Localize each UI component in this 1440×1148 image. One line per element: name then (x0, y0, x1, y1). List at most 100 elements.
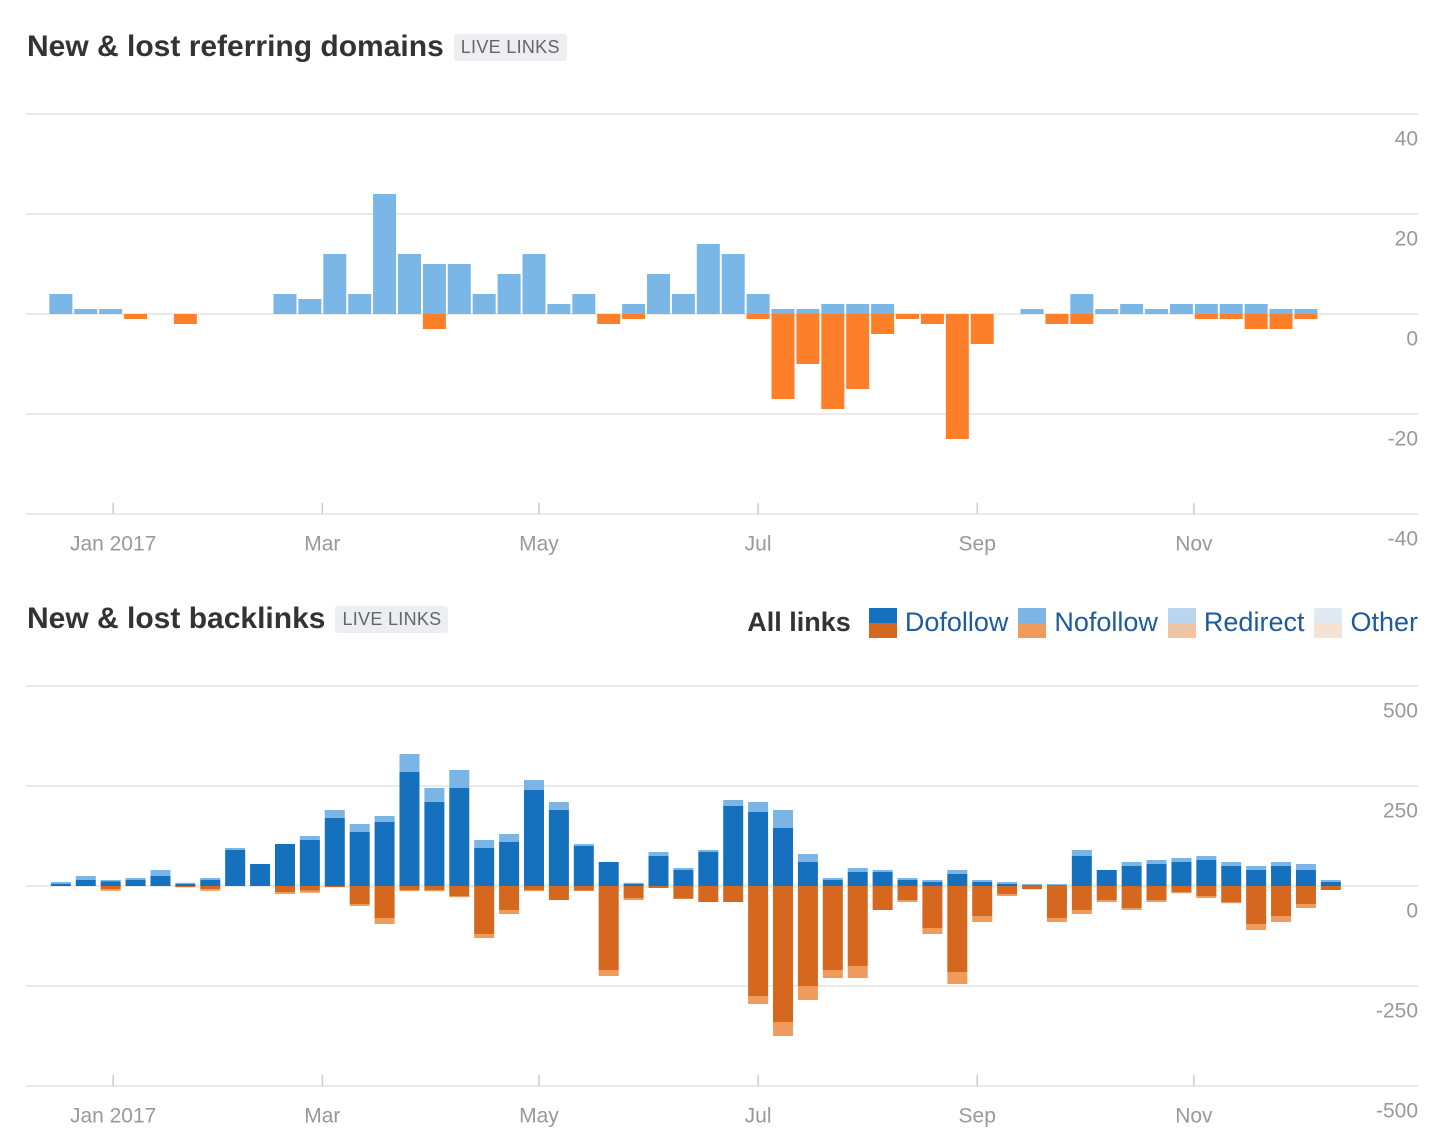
bar (797, 886, 818, 986)
bar (523, 886, 544, 890)
legend-item[interactable]: Nofollow (1018, 607, 1158, 638)
bar (324, 886, 345, 888)
legend-label[interactable]: Nofollow (1054, 607, 1158, 637)
bar (1246, 870, 1267, 886)
legend-item[interactable]: Redirect (1167, 607, 1305, 638)
bar (449, 788, 470, 886)
bar (698, 850, 719, 852)
bar (299, 836, 320, 840)
bar (474, 848, 495, 886)
y-tick-label: 0 (1406, 900, 1418, 923)
bar (274, 844, 295, 886)
bar (1246, 886, 1267, 924)
bar (947, 874, 968, 886)
bar (1271, 886, 1292, 916)
bar (225, 850, 246, 886)
bar (125, 878, 146, 880)
bar (449, 770, 470, 788)
chart-title: New & lost backlinks (27, 602, 326, 635)
bar (175, 884, 196, 886)
bar (673, 870, 694, 886)
bar (721, 254, 745, 314)
bar (373, 194, 397, 314)
bar (173, 314, 197, 324)
bar (99, 309, 123, 314)
legend: All links Dofollow Nofollow Redirect Other (747, 607, 1418, 638)
bar (124, 314, 148, 319)
bar (748, 886, 769, 996)
bar (1121, 866, 1142, 886)
bar (323, 254, 347, 314)
legend-label[interactable]: Dofollow (904, 607, 1009, 637)
bar (771, 309, 795, 314)
bar (399, 886, 420, 890)
bar (150, 876, 171, 886)
legend-swatch (868, 607, 897, 638)
bar (75, 880, 96, 886)
bar (349, 824, 370, 832)
bar (598, 970, 619, 976)
bar (997, 882, 1018, 884)
bar (447, 264, 471, 314)
bar (623, 882, 644, 884)
bar (499, 834, 520, 842)
bar (822, 878, 843, 880)
x-tick-label: Sep (959, 533, 996, 556)
bar (673, 886, 694, 899)
bar (299, 840, 320, 886)
x-tick-label: Mar (304, 533, 340, 556)
legend-item[interactable]: Other (1314, 607, 1418, 638)
bar (499, 910, 520, 914)
bar (1046, 918, 1067, 922)
bar (1221, 886, 1242, 902)
bar (374, 816, 395, 822)
bar (1095, 309, 1119, 314)
bar (623, 898, 644, 900)
y-tick-label: -40 (1388, 528, 1418, 551)
bar (897, 880, 918, 886)
bar (1271, 862, 1292, 866)
bar (947, 886, 968, 972)
bar (1320, 882, 1341, 886)
bar (573, 886, 594, 891)
swatch-half (1018, 622, 1047, 638)
bar (623, 884, 644, 886)
bar (871, 304, 895, 314)
badge: LIVE LINKS (335, 605, 449, 633)
bar (424, 802, 445, 886)
bar (474, 934, 495, 938)
legend-item[interactable]: Dofollow (868, 607, 1009, 638)
bar (972, 880, 993, 882)
x-tick-label: Jan 2017 (70, 1105, 156, 1128)
bar (1294, 314, 1318, 319)
swatch-half (868, 622, 897, 638)
bar (1269, 309, 1293, 314)
bar (1246, 866, 1267, 870)
bar (822, 970, 843, 978)
bar (1320, 886, 1341, 890)
swatch-half (868, 607, 897, 623)
bar (822, 886, 843, 970)
bar (748, 996, 769, 1004)
bar (548, 802, 569, 810)
bar (796, 314, 820, 364)
bar (796, 309, 820, 314)
bar (1244, 314, 1268, 329)
bar (748, 802, 769, 812)
bar (1194, 314, 1218, 319)
swatch-half (1167, 622, 1196, 638)
bar (100, 886, 121, 890)
bar (1271, 916, 1292, 922)
legend-label[interactable]: Redirect (1203, 607, 1305, 637)
bar (399, 754, 420, 772)
bar (1070, 294, 1094, 314)
bar (1196, 856, 1217, 860)
bar (1196, 860, 1217, 886)
legend-label[interactable]: Other (1350, 607, 1418, 637)
bar (374, 918, 395, 924)
bar (1046, 885, 1067, 886)
swatch-half (1314, 607, 1343, 623)
bar (348, 294, 372, 314)
bar (698, 852, 719, 886)
